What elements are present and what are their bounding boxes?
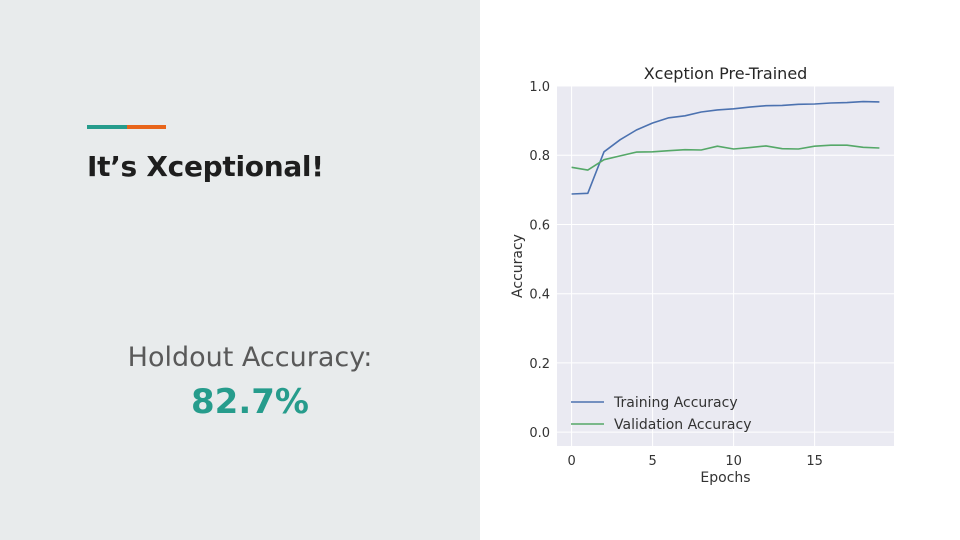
slide-title: It’s Xceptional! bbox=[87, 150, 324, 183]
x-tick-label: 0 bbox=[567, 454, 575, 469]
x-axis-label: Epochs bbox=[700, 470, 750, 486]
series-line-training-accuracy bbox=[571, 100, 880, 195]
y-tick-label: 0.6 bbox=[529, 218, 550, 233]
left-panel: It’s Xceptional! Holdout Accuracy: 82.7% bbox=[0, 0, 480, 540]
plot-area bbox=[557, 86, 894, 446]
x-tick-label: 15 bbox=[806, 454, 823, 469]
series-lines bbox=[571, 100, 880, 195]
y-tick-label: 1.0 bbox=[529, 80, 550, 95]
accent-bar-orange bbox=[127, 125, 166, 129]
accuracy-chart: 0 5 10 15 0.0 0.2 0.4 0.6 0.8 1.0 Xception Pre-Tr… bbox=[510, 64, 894, 486]
accent-bar-teal bbox=[87, 125, 127, 129]
chart-title: Xception Pre-Trained bbox=[644, 64, 808, 83]
legend: Training Accuracy Validation Accuracy bbox=[571, 395, 752, 433]
legend-label-training: Training Accuracy bbox=[613, 395, 738, 411]
y-tick-label: 0.4 bbox=[529, 288, 550, 303]
series-line-validation-accuracy bbox=[571, 144, 880, 171]
y-tick-label: 0.8 bbox=[529, 149, 550, 164]
y-axis-label: Accuracy bbox=[510, 234, 526, 298]
legend-label-validation: Validation Accuracy bbox=[614, 417, 752, 433]
holdout-accuracy-value: 82.7% bbox=[191, 382, 309, 422]
y-tick-label: 0.2 bbox=[529, 357, 550, 372]
tick-labels: 0 5 10 15 0.0 0.2 0.4 0.6 0.8 1.0 bbox=[529, 80, 823, 469]
x-tick-label: 5 bbox=[648, 454, 656, 469]
y-tick-label: 0.0 bbox=[529, 426, 550, 441]
accuracy-chart-container: 0 5 10 15 0.0 0.2 0.4 0.6 0.8 1.0 Xception Pre-Tr… bbox=[500, 58, 910, 493]
holdout-accuracy-label: Holdout Accuracy: bbox=[127, 342, 373, 373]
x-tick-label: 10 bbox=[725, 454, 742, 469]
